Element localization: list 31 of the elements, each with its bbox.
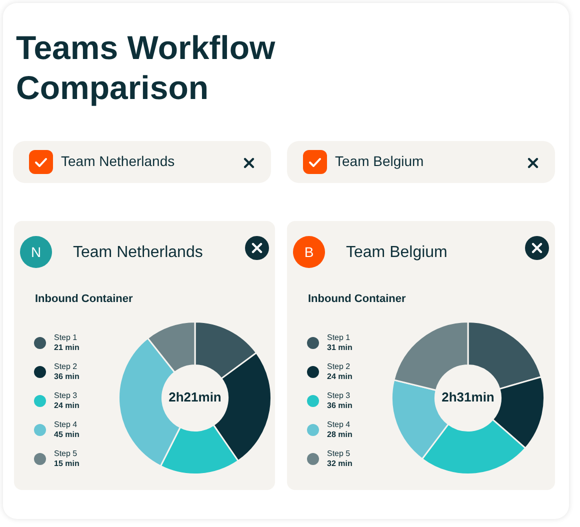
legend-label: Step 5 — [54, 449, 78, 458]
legend-label: Step 2 — [54, 362, 78, 371]
data-label: 28 min — [327, 430, 352, 440]
text: Team Netherlands — [61, 153, 175, 169]
data-label: 36 min — [54, 372, 80, 382]
data-label: 24 min — [327, 372, 352, 382]
data-label: 24 min — [54, 401, 80, 411]
avatar-icon: N — [20, 236, 52, 268]
legend-label: Step 1 — [327, 333, 350, 342]
data-label: 31 min — [327, 343, 352, 353]
text: 2h21min — [168, 390, 222, 405]
chart-subtitle: Inbound Container — [308, 293, 406, 305]
chart-title: Team Belgium — [346, 244, 448, 262]
data-label: 45 min — [54, 430, 80, 440]
avatar-icon: B — [293, 236, 325, 268]
chart-subtitle: Inbound Container — [35, 293, 133, 305]
data-label: 32 min — [327, 459, 352, 469]
legend-label: Step 4 — [327, 420, 350, 429]
data-label: 15 min — [54, 459, 80, 469]
legend-label: Step 2 — [327, 362, 350, 371]
text: Team Belgium — [335, 153, 424, 169]
legend-label: Step 5 — [327, 449, 350, 458]
text: Teams Workflow Comparison — [16, 28, 276, 108]
data-label: 21 min — [54, 343, 80, 353]
data-label: 36 min — [327, 401, 352, 411]
legend-label: Step 3 — [54, 391, 78, 400]
text: 2h31min — [442, 390, 494, 405]
chart-title: Team Netherlands — [73, 244, 203, 262]
legend-label: Step 1 — [54, 333, 78, 342]
legend-label: Step 4 — [54, 420, 78, 429]
legend-label: Step 3 — [327, 391, 350, 400]
